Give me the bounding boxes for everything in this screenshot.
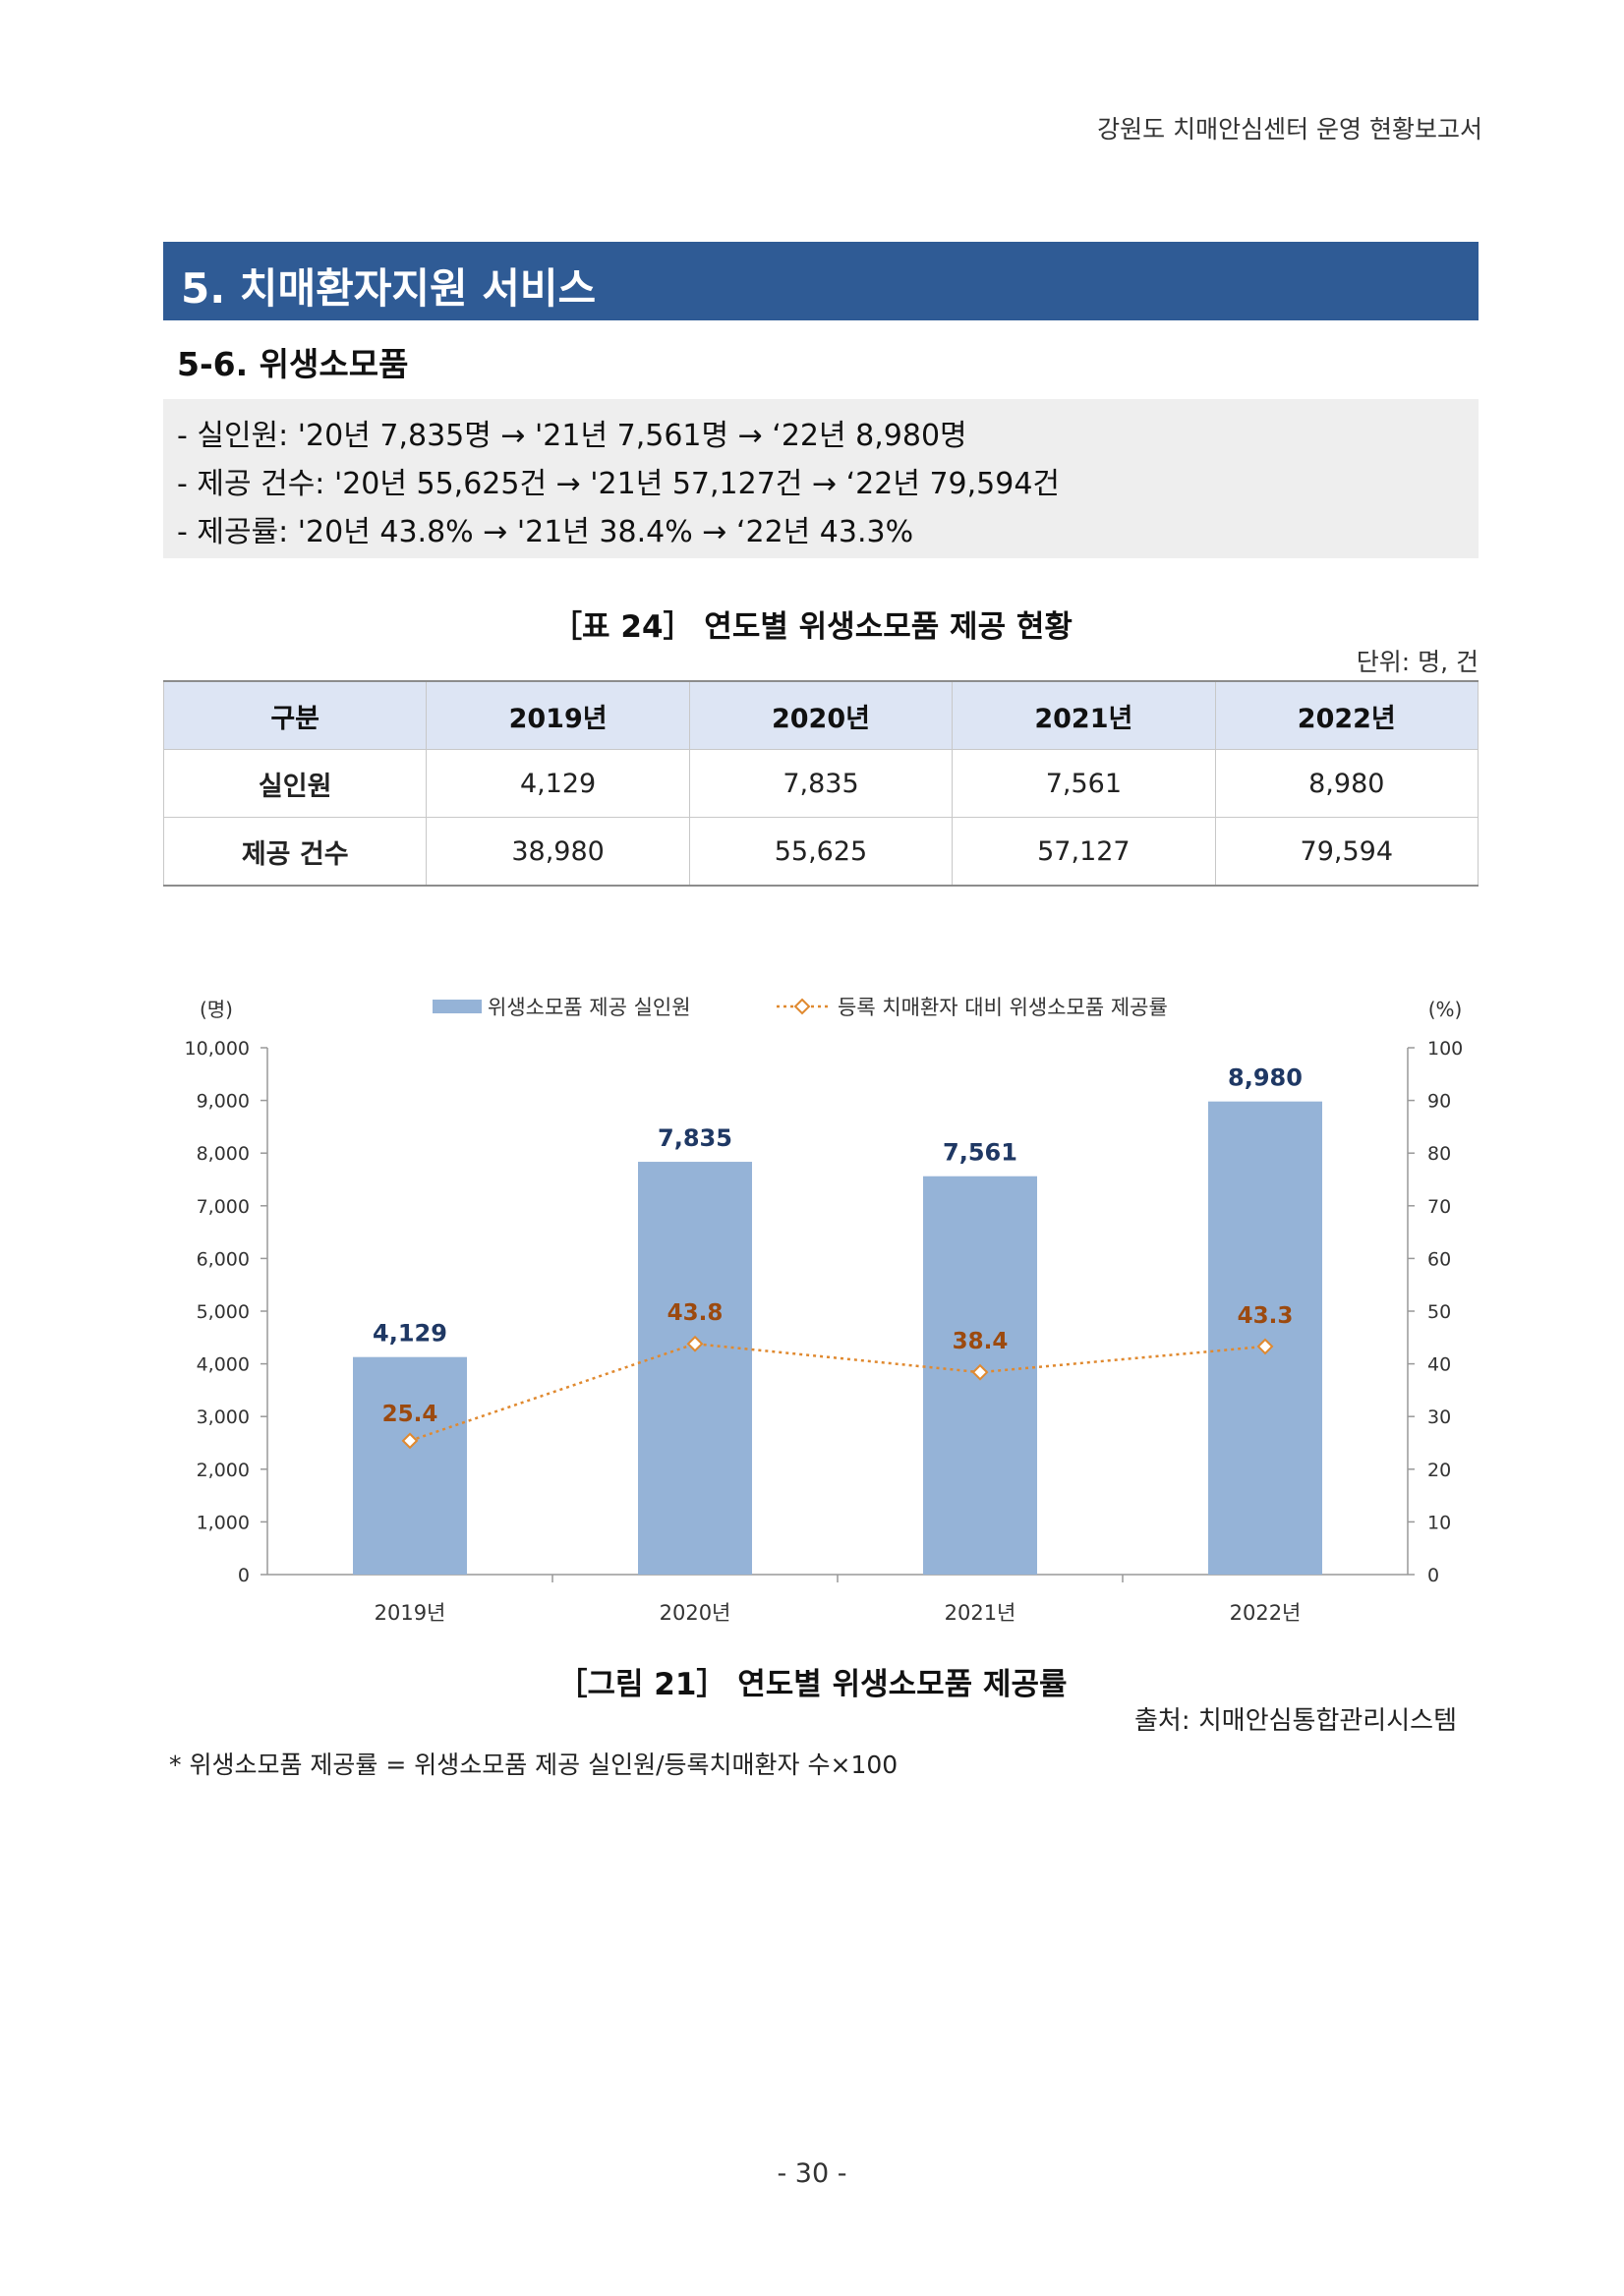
rate-line	[409, 1342, 1266, 1443]
legend-line-marker	[793, 998, 811, 1015]
table-header-cell: 2022년	[1214, 680, 1479, 750]
running-header: 강원도 치매안심센터 운영 현황보고서	[1097, 115, 1482, 144]
y-left-tick-label: 1,000	[197, 1512, 250, 1533]
y-left-tick-label: 8,000	[197, 1143, 250, 1165]
table-header-cell: 2021년	[952, 680, 1216, 750]
table-cell: 79,594	[1214, 817, 1479, 887]
summary-box: - 실인원: '20년 7,835명 → '21년 7,561명 → ‘22년 …	[163, 399, 1479, 558]
rate-value-label: 43.3	[1238, 1303, 1294, 1329]
legend-bar-label: 위생소모품 제공 실인원	[488, 996, 691, 1019]
rate-point-marker	[971, 1363, 989, 1381]
table-row: 실인원 4,129 7,835 7,561 8,980	[162, 749, 1479, 818]
table-cell: 8,980	[1214, 749, 1479, 818]
rate-point-marker	[686, 1335, 704, 1352]
bar-rect	[353, 1356, 467, 1575]
table-unit: 단위: 명, 건	[1356, 648, 1479, 676]
table-cell: 57,127	[952, 817, 1216, 887]
y-right-tick-label: 20	[1427, 1460, 1451, 1481]
rate-point-marker	[401, 1432, 419, 1450]
y-left-tick-label: 3,000	[197, 1406, 250, 1428]
summary-line: - 제공률: '20년 43.8% → '21년 38.4% → ‘22년 43…	[177, 515, 914, 549]
table-cell: 4,129	[426, 749, 690, 818]
summary-line: - 제공 건수: '20년 55,625건 → '21년 57,127건 → ‘…	[177, 467, 1061, 501]
y-right-axis-label: (%)	[1428, 998, 1463, 1021]
section-title-bar: 5. 치매환자지원 서비스	[163, 242, 1479, 320]
bar-value-label: 7,835	[658, 1124, 732, 1152]
row-label: 실인원	[162, 749, 428, 818]
table-cell: 7,835	[688, 749, 954, 818]
y-left-tick-label: 6,000	[197, 1248, 250, 1270]
y-right-tick-label: 50	[1427, 1301, 1451, 1323]
footnote: * 위생소모품 제공률 = 위생소모품 제공 실인원/등록치매환자 수×100	[169, 1751, 899, 1779]
rate-point-marker	[1256, 1338, 1274, 1355]
combo-chart: 0 1,000 2,000 3,000 4,000 5,000 6,000 7,000 8,00…	[185, 996, 1464, 1625]
figure-caption: ［그림 21］ 연도별 위생소모품 제공률	[556, 1667, 1068, 1702]
row-label: 제공 건수	[162, 817, 428, 887]
y-right-tick-label: 70	[1427, 1196, 1451, 1218]
table-header-row: 구분 2019년 2020년 2021년 2022년	[162, 680, 1479, 750]
x-tick-label: 2020년	[660, 1601, 731, 1625]
summary-line: - 실인원: '20년 7,835명 → '21년 7,561명 → ‘22년 …	[177, 419, 967, 453]
table-cell: 38,980	[426, 817, 690, 887]
bar-rect	[1208, 1101, 1322, 1575]
table-cell: 7,561	[952, 749, 1216, 818]
subsection-title: 5-6. 위생소모품	[177, 345, 409, 383]
data-table: 구분 2019년 2020년 2021년 2022년 실인원 4,129 7,8…	[162, 680, 1479, 887]
y-left-tick-label: 10,000	[185, 1038, 250, 1060]
table-cell: 55,625	[688, 817, 954, 887]
table-header-cell: 2019년	[426, 680, 690, 750]
page-number: - 30 -	[777, 2158, 847, 2189]
legend-bar-swatch	[433, 1000, 482, 1013]
y-left-tick-label: 5,000	[197, 1301, 250, 1323]
x-tick-label: 2019년	[375, 1601, 446, 1625]
rate-value-label: 25.4	[382, 1402, 438, 1427]
y-right-tick-label: 30	[1427, 1406, 1451, 1428]
legend-line-label: 등록 치매환자 대비 위생소모품 제공률	[838, 996, 1168, 1019]
section-title: 5. 치매환자지원 서비스	[181, 264, 597, 313]
y-right-tick-label: 40	[1427, 1354, 1451, 1376]
y-right-tick-label: 0	[1427, 1565, 1439, 1586]
table-header-cell: 2020년	[688, 680, 954, 750]
y-right-tick-label: 80	[1427, 1143, 1451, 1165]
y-right-tick-label: 100	[1427, 1038, 1463, 1060]
bar-value-label: 4,129	[373, 1320, 447, 1348]
rate-value-label: 43.8	[667, 1300, 724, 1326]
y-left-tick-label: 4,000	[197, 1354, 250, 1376]
bar-value-label: 7,561	[943, 1139, 1017, 1167]
y-right-tick-label: 60	[1427, 1248, 1451, 1270]
rate-value-label: 38.4	[953, 1329, 1009, 1354]
y-right-tick-label: 10	[1427, 1512, 1451, 1533]
y-left-tick-label: 0	[238, 1565, 250, 1586]
table-header-cell: 구분	[162, 680, 428, 750]
table-row: 제공 건수 38,980 55,625 57,127 79,594	[162, 817, 1479, 887]
x-tick-label: 2021년	[945, 1601, 1016, 1625]
bar-rect	[638, 1162, 752, 1575]
y-left-tick-label: 2,000	[197, 1460, 250, 1481]
y-left-tick-label: 7,000	[197, 1196, 250, 1218]
bar-value-label: 8,980	[1228, 1064, 1303, 1092]
x-tick-label: 2022년	[1230, 1601, 1302, 1625]
y-right-tick-label: 90	[1427, 1091, 1451, 1113]
y-left-tick-label: 9,000	[197, 1091, 250, 1113]
source-note: 출처: 치매안심통합관리시스템	[1134, 1706, 1457, 1736]
y-left-axis-label: (명)	[200, 998, 233, 1021]
table-caption: ［표 24］ 연도별 위생소모품 제공 현황	[551, 609, 1073, 645]
